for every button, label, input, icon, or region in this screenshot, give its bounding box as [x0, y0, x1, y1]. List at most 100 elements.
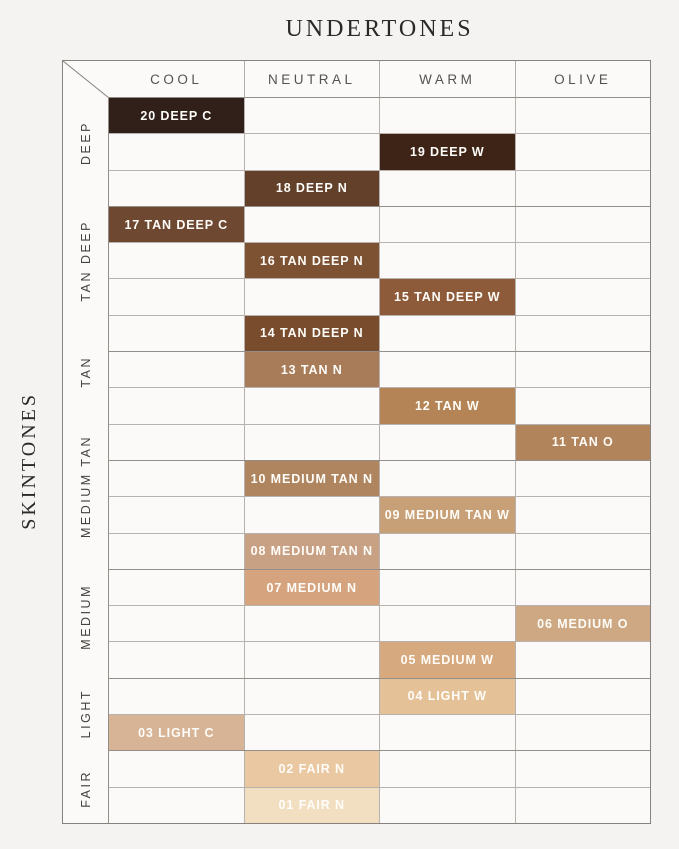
empty-cell — [109, 642, 244, 677]
column-header-olive: OLIVE — [514, 61, 650, 98]
empty-cell — [379, 751, 515, 787]
empty-cell — [514, 206, 651, 243]
shade-label: 15 TAN DEEP W — [394, 290, 501, 305]
empty-cell — [109, 352, 244, 387]
empty-cell — [514, 243, 651, 279]
shade-label: 09 MEDIUM TAN W — [384, 507, 510, 522]
undertone-header-row: COOL NEUTRAL WARM OLIVE — [63, 61, 650, 98]
shade-label: 13 TAN N — [280, 362, 343, 377]
empty-cell — [514, 98, 651, 134]
empty-cell — [109, 388, 244, 423]
shade-row: 19 DEEP W — [109, 133, 650, 170]
empty-cell — [514, 787, 651, 823]
shade-cell-01-fair-n: 01 FAIR N — [243, 787, 379, 823]
shade-matrix-table: COOL NEUTRAL WARM OLIVE DEEP TAN DEEP TAN MEDI… — [62, 60, 651, 824]
empty-cell — [379, 460, 515, 497]
skintone-group-label: MEDIUM TAN — [78, 434, 93, 538]
empty-cell — [243, 642, 380, 678]
empty-cell — [109, 134, 244, 169]
skintone-group-label: FAIR — [78, 769, 93, 808]
shade-row: 17 TAN DEEP C — [109, 205, 651, 243]
corner-cell — [63, 61, 109, 98]
shade-label: 02 FAIR N — [278, 761, 345, 776]
shade-row: 01 FAIR N — [109, 786, 651, 823]
skintone-group-tan-deep: TAN DEEP — [63, 189, 108, 333]
shade-cell-19-deep-w: 19 DEEP W — [379, 134, 515, 170]
shade-grid: 20 DEEP C 19 DEEP W 18 DEEP N 17 TAN DEEP C… — [109, 98, 650, 823]
shade-label: 08 MEDIUM TAN N — [250, 544, 373, 559]
shade-row: 02 FAIR N — [109, 750, 650, 787]
shade-row: 20 DEEP C — [109, 98, 651, 134]
empty-cell — [514, 315, 651, 352]
empty-cell — [243, 678, 380, 715]
skintone-group-medium-tan: MEDIUM TAN — [63, 411, 108, 561]
empty-cell — [379, 170, 515, 206]
empty-cell — [514, 170, 651, 206]
empty-cell — [109, 425, 244, 460]
skintone-group-deep: DEEP — [63, 98, 108, 189]
empty-cell — [379, 315, 515, 352]
empty-cell — [109, 570, 244, 605]
empty-cell — [109, 243, 244, 278]
shade-cell-12-tan-w: 12 TAN W — [379, 388, 515, 424]
skintone-group-label: TAN — [78, 356, 93, 388]
shade-cell-08-medium-tan-n: 08 MEDIUM TAN N — [243, 533, 379, 569]
empty-cell — [379, 787, 515, 823]
empty-cell — [109, 461, 244, 496]
shade-row: 08 MEDIUM TAN N — [109, 532, 650, 569]
shade-label: 12 TAN W — [414, 399, 480, 414]
shade-label: 10 MEDIUM TAN N — [250, 471, 373, 486]
shade-cell-20-deep-c: 20 DEEP C — [109, 98, 244, 134]
shade-label: 14 TAN DEEP N — [259, 326, 364, 341]
shade-cell-03-light-c: 03 LIGHT C — [109, 715, 244, 751]
empty-cell — [109, 171, 244, 206]
shade-label: 19 DEEP W — [409, 144, 485, 159]
shade-row: 07 MEDIUM N — [109, 568, 650, 606]
column-header-cool: COOL — [109, 61, 244, 98]
empty-cell — [243, 715, 380, 751]
shade-cell-16-tan-deep-n: 16 TAN DEEP N — [243, 243, 379, 279]
empty-cell — [243, 424, 380, 460]
skintone-group-light: LIGHT — [63, 674, 108, 755]
shade-row: 12 TAN W — [109, 387, 650, 424]
shade-label: 17 TAN DEEP C — [124, 217, 229, 232]
shade-cell-11-tan-o: 11 TAN O — [514, 424, 650, 460]
shade-label: 18 DEEP N — [275, 181, 348, 196]
diagonal-divider-icon — [63, 61, 109, 98]
empty-cell — [109, 788, 244, 823]
empty-cell — [379, 533, 515, 569]
shade-cell-18-deep-n: 18 DEEP N — [243, 170, 379, 206]
shade-label: 01 FAIR N — [278, 798, 345, 813]
empty-cell — [514, 497, 651, 533]
empty-cell — [379, 243, 515, 279]
empty-cell — [243, 279, 380, 315]
empty-cell — [514, 715, 651, 751]
skintone-label-column: DEEP TAN DEEP TAN MEDIUM TAN MEDIUM LIGHT FAIR — [63, 98, 109, 823]
empty-cell — [379, 98, 515, 134]
skintone-group-label: LIGHT — [78, 689, 93, 739]
empty-cell — [109, 679, 244, 714]
empty-cell — [514, 642, 651, 678]
shade-row: 04 LIGHT W — [109, 677, 651, 715]
skintone-group-medium: MEDIUM — [63, 561, 108, 674]
shade-row: 16 TAN DEEP N — [109, 242, 651, 279]
column-header-warm: WARM — [379, 61, 515, 98]
shade-label: 06 MEDIUM O — [537, 616, 629, 631]
empty-cell — [514, 460, 651, 497]
empty-cell — [243, 606, 380, 642]
skintone-group-label: DEEP — [78, 121, 93, 166]
shade-cell-09-medium-tan-w: 09 MEDIUM TAN W — [379, 497, 515, 533]
shade-row: 15 TAN DEEP W — [109, 278, 650, 315]
empty-cell — [243, 206, 380, 243]
shade-cell-13-tan-n: 13 TAN N — [243, 352, 379, 388]
shade-cell-07-medium-n: 07 MEDIUM N — [243, 569, 379, 606]
skintones-axis: SKINTONES — [0, 97, 58, 824]
empty-cell — [514, 678, 651, 715]
empty-cell — [109, 606, 244, 641]
skintone-group-fair: FAIR — [63, 754, 108, 823]
shade-cell-15-tan-deep-w: 15 TAN DEEP W — [379, 279, 515, 315]
shade-label: 03 LIGHT C — [138, 725, 215, 740]
shade-row: 14 TAN DEEP N — [109, 314, 651, 352]
empty-cell — [109, 279, 244, 314]
skintone-group-label: TAN DEEP — [78, 220, 93, 302]
